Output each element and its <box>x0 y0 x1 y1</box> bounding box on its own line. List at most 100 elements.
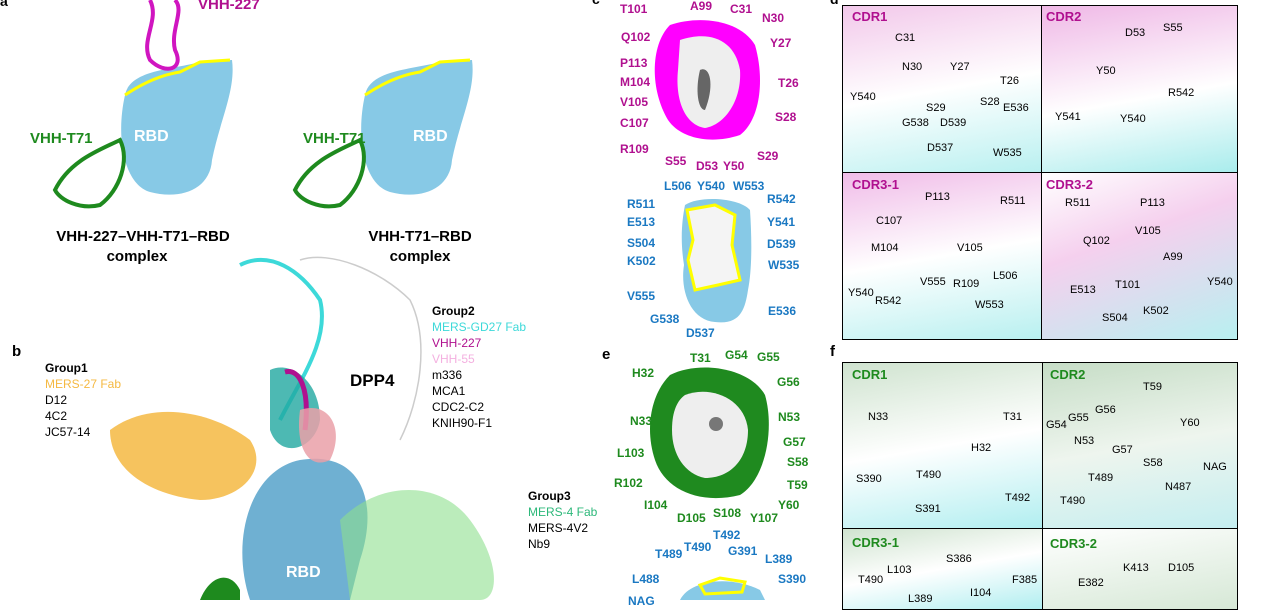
residue-label: S108 <box>713 506 742 520</box>
residue-label: M104 <box>871 242 899 254</box>
rbd-footprint-e <box>680 576 765 600</box>
residue-label: Y540 <box>1120 113 1146 125</box>
residue-label: Y27 <box>770 36 792 50</box>
residue-label: P113 <box>1140 197 1165 209</box>
residue-label: D537 <box>686 326 715 340</box>
cdr-title: CDR1 <box>852 9 888 24</box>
residue-label: T31 <box>690 351 711 365</box>
residue-label: T490 <box>916 469 942 481</box>
residue-label: L103 <box>617 446 645 460</box>
residue-label: NAG <box>628 594 655 608</box>
group-item: 4C2 <box>45 409 68 423</box>
panel-f-cdr1-box <box>842 362 1044 530</box>
group-item: MCA1 <box>432 384 466 398</box>
residue-label: H32 <box>632 366 655 380</box>
residue-label: N30 <box>762 11 785 25</box>
residue-label: S58 <box>787 455 809 469</box>
rbd-footprint-c <box>681 198 752 323</box>
group-item: D12 <box>45 393 68 407</box>
vhh-t71-ribbon-left <box>52 137 126 209</box>
residue-label: S29 <box>926 102 946 114</box>
residue-label: R511 <box>627 197 656 211</box>
residue-label: G538 <box>650 312 680 326</box>
panel-d-cdr3-2-box <box>1041 172 1238 340</box>
group-item: Nb9 <box>528 537 551 551</box>
residue-label: T101 <box>620 2 648 16</box>
residue-label: E536 <box>1003 102 1029 114</box>
residue-label: V105 <box>957 242 983 254</box>
residue-label: W553 <box>975 299 1004 311</box>
residue-label: G57 <box>1112 444 1133 456</box>
cdr-title: CDR3-2 <box>1050 536 1097 551</box>
group-item: CDC2-C2 <box>432 400 485 414</box>
residue-label: C107 <box>876 215 903 227</box>
cdr-title: CDR2 <box>1046 9 1082 24</box>
residue-label: Y50 <box>723 159 745 173</box>
panel-letter: c <box>592 0 600 6</box>
superposition-structures <box>110 256 494 600</box>
caption: complex <box>389 248 451 265</box>
residue-label: W535 <box>768 258 800 272</box>
residue-label: Y60 <box>778 498 800 512</box>
residue-label: S28 <box>980 96 1000 108</box>
group-item: JC57-14 <box>45 425 91 439</box>
vhh-t71-ribbon-right <box>292 137 366 209</box>
panel-d-cdr2-box <box>1041 5 1238 174</box>
group-title: Group1 <box>45 361 88 375</box>
vhh-227-label: VHH-227 <box>198 0 260 13</box>
residue-label: G54 <box>1046 419 1067 431</box>
residue-label: T492 <box>1005 492 1031 504</box>
residue-label: R109 <box>953 278 980 290</box>
residue-label: P113 <box>620 56 648 70</box>
residue-label: R511 <box>1065 197 1091 209</box>
residue-label: P113 <box>925 191 950 203</box>
group-item: MERS-4V2 <box>528 521 589 535</box>
residue-label: V555 <box>627 289 656 303</box>
residue-label: G54 <box>725 348 748 362</box>
residue-label: N33 <box>868 411 889 423</box>
vhh-227-footprint <box>654 20 760 140</box>
residue-label: R109 <box>620 142 649 156</box>
residue-label: L506 <box>993 270 1018 282</box>
residue-label: S504 <box>627 236 656 250</box>
residue-label: T26 <box>778 76 799 90</box>
residue-label: E382 <box>1078 577 1104 589</box>
residue-label: T489 <box>1088 472 1114 484</box>
residue-label: T492 <box>713 528 741 542</box>
residue-label: G56 <box>1095 404 1116 416</box>
caption: complex <box>106 248 168 265</box>
panel-letter: f <box>830 343 835 360</box>
rbd-surface-left <box>121 58 233 195</box>
caption: VHH-227–VHH-T71–RBD <box>56 228 230 245</box>
residue-label: R542 <box>1168 87 1195 99</box>
residue-label: G538 <box>902 117 929 129</box>
residue-label: T59 <box>787 478 808 492</box>
cdr-title: CDR3-1 <box>852 535 899 550</box>
panel-d-cdr3-1-box <box>842 172 1043 340</box>
residue-label: V105 <box>1135 225 1161 237</box>
residue-label: K502 <box>627 254 656 268</box>
residue-label: D105 <box>677 511 706 525</box>
group-item: MERS-27 Fab <box>45 377 122 391</box>
residue-label: S55 <box>665 154 687 168</box>
residue-label: L506 <box>664 179 692 193</box>
residue-label: S390 <box>856 473 882 485</box>
group-item: KNIH90-F1 <box>432 416 493 430</box>
cdr-title: CDR2 <box>1050 367 1086 382</box>
group-title: Group2 <box>432 304 475 318</box>
residue-label: L389 <box>765 552 793 566</box>
residue-label: I104 <box>970 587 992 599</box>
residue-label: G56 <box>777 375 800 389</box>
residue-label: G55 <box>1068 412 1089 424</box>
residue-label: F385 <box>1012 574 1038 586</box>
residue-label: S386 <box>946 553 972 565</box>
residue-label: V105 <box>620 95 649 109</box>
residue-label: S55 <box>1163 22 1183 34</box>
residue-label: T31 <box>1003 411 1022 423</box>
residue-label: L488 <box>632 572 660 586</box>
residue-label: A99 <box>1163 251 1183 263</box>
vhh-t71-label: VHH-T71 <box>303 130 366 147</box>
residue-label: T490 <box>684 540 712 554</box>
vhh-t71-label: VHH-T71 <box>30 130 93 147</box>
residue-label: R542 <box>767 192 796 206</box>
